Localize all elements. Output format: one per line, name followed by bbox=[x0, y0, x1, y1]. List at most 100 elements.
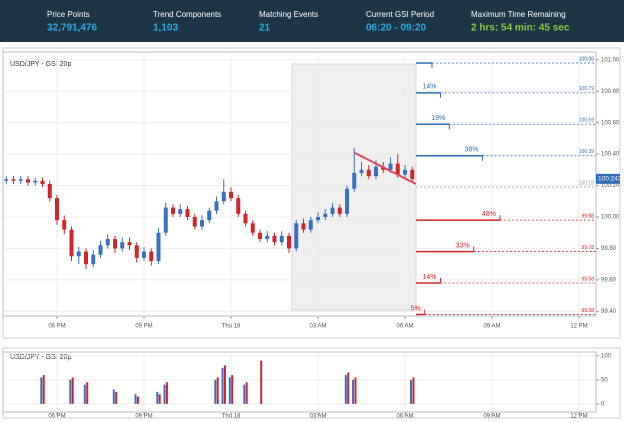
candle-body bbox=[337, 207, 342, 214]
y-tick-label: 100.00 bbox=[601, 215, 620, 221]
x-tick-label: 06 PM bbox=[48, 324, 65, 330]
candle-body bbox=[55, 198, 59, 221]
volume-bar bbox=[165, 382, 168, 404]
y-tick-label: 99.80 bbox=[601, 246, 617, 252]
candle-body bbox=[301, 223, 306, 230]
candle-body bbox=[316, 217, 320, 221]
x-tick-label: 09 PM bbox=[135, 324, 152, 330]
volume-bar bbox=[231, 375, 234, 404]
volume-bar bbox=[69, 379, 72, 404]
candle-body bbox=[171, 207, 175, 214]
candle-body bbox=[243, 213, 248, 224]
projection-level-label: 99.78 bbox=[581, 245, 594, 251]
projection-percent: 19% bbox=[431, 115, 445, 122]
stat-value: 2 hrs: 54 min: 45 sec bbox=[471, 23, 570, 34]
volume-bar bbox=[42, 375, 45, 404]
stat-label: Maximum Time Remaining bbox=[471, 10, 566, 19]
candle-body bbox=[18, 179, 23, 181]
volume-bar bbox=[221, 367, 224, 404]
candle-body bbox=[120, 242, 125, 249]
candle-body bbox=[192, 217, 197, 227]
projection-percent: 48% bbox=[482, 211, 496, 218]
y-tick-label: 100 bbox=[601, 353, 612, 359]
volume-bar bbox=[352, 379, 355, 404]
volume-bar bbox=[86, 382, 89, 404]
candle-body bbox=[214, 201, 219, 211]
candle-body bbox=[62, 220, 67, 230]
projection-level-label: 100.79 bbox=[579, 86, 595, 92]
volume-bar bbox=[83, 384, 86, 404]
candle-body bbox=[163, 207, 168, 233]
projection-percent: 33% bbox=[456, 242, 470, 249]
stat-label: Price Points bbox=[47, 10, 90, 19]
y-tick-label: 99.60 bbox=[601, 277, 617, 283]
volume-bar bbox=[243, 384, 246, 404]
candle-body bbox=[47, 184, 52, 199]
stat-value: 21 bbox=[259, 23, 271, 34]
candle-body bbox=[229, 191, 233, 199]
x-tick-label: 03 AM bbox=[309, 414, 326, 420]
x-tick-label: 09 AM bbox=[483, 414, 500, 420]
volume-bar bbox=[40, 377, 43, 404]
volume-bar bbox=[112, 389, 115, 404]
x-tick-label: Thu 18 bbox=[222, 414, 241, 420]
candle-body bbox=[84, 251, 88, 265]
candle-body bbox=[308, 220, 313, 230]
x-tick-label: 09 AM bbox=[483, 324, 500, 330]
x-tick-label: 06 AM bbox=[396, 324, 413, 330]
volume-bar bbox=[410, 379, 413, 404]
x-tick-label: 03 AM bbox=[309, 324, 326, 330]
volume-bar bbox=[347, 372, 350, 404]
candle-body bbox=[142, 251, 146, 258]
x-tick-label: 12 PM bbox=[570, 324, 587, 330]
volume-bar bbox=[158, 394, 161, 404]
candle-body bbox=[279, 235, 284, 243]
candle-body bbox=[127, 242, 132, 246]
volume-bar bbox=[344, 375, 347, 404]
projection-percent: 14% bbox=[422, 84, 436, 91]
candle-body bbox=[359, 169, 364, 173]
projection-level-label: 100.98 bbox=[579, 56, 595, 62]
candle-body bbox=[287, 235, 291, 249]
stat-value: 1,103 bbox=[153, 23, 178, 34]
candle-body bbox=[156, 232, 161, 261]
y-tick-label: 100.60 bbox=[601, 120, 620, 126]
candle-body bbox=[265, 235, 270, 239]
volume-panel bbox=[2, 347, 621, 419]
candle-body bbox=[149, 251, 154, 261]
candle-body bbox=[26, 179, 30, 183]
candle-body bbox=[250, 223, 255, 233]
header-bar bbox=[0, 0, 624, 42]
y-tick-label: 0 bbox=[601, 401, 605, 407]
candle-body bbox=[105, 239, 110, 246]
candle-body bbox=[374, 166, 378, 177]
candle-body bbox=[388, 163, 393, 170]
candle-body bbox=[258, 232, 262, 239]
volume-bar bbox=[214, 379, 217, 404]
volume-plot-frame bbox=[2, 351, 597, 413]
candle-body bbox=[345, 188, 349, 214]
reference-label: 100.19 bbox=[579, 180, 595, 186]
candle-body bbox=[395, 163, 400, 175]
candle-body bbox=[272, 235, 277, 243]
candle-body bbox=[40, 180, 45, 184]
x-tick-label: 12 PM bbox=[570, 414, 587, 420]
volume-bar bbox=[71, 377, 74, 404]
volume-bar bbox=[245, 382, 248, 404]
volume-title: USD/JPY - GSI 20p bbox=[10, 354, 71, 361]
candle-body bbox=[236, 198, 241, 214]
volume-bar bbox=[354, 377, 357, 404]
volume-bar bbox=[136, 396, 139, 404]
candle-body bbox=[76, 251, 81, 257]
last-price-box bbox=[596, 173, 620, 184]
x-tick-label: 09 PM bbox=[135, 414, 152, 420]
candle-body bbox=[69, 229, 74, 257]
x-tick-label: 06 AM bbox=[396, 414, 413, 420]
projection-percent: 5% bbox=[411, 305, 421, 312]
volume-bar bbox=[412, 377, 415, 404]
projection-percent: 38% bbox=[464, 147, 478, 154]
volume-bar bbox=[163, 384, 166, 404]
volume-bar bbox=[115, 391, 118, 404]
candle-body bbox=[410, 169, 415, 179]
candle-body bbox=[330, 207, 335, 214]
